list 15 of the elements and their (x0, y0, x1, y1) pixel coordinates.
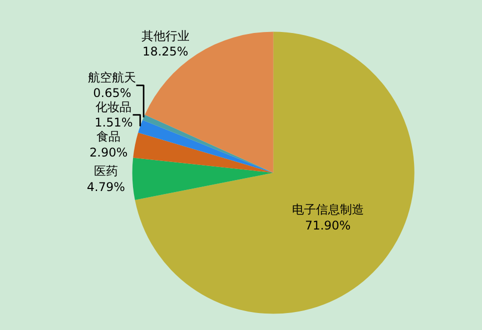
data-label: 0.65% (93, 86, 132, 100)
pie-slice (133, 132, 274, 173)
slice-label: 医药 (94, 164, 118, 178)
slice-label: 食品 (96, 130, 121, 144)
pie-slice (134, 32, 414, 314)
data-label: 1.51% (94, 116, 133, 130)
pie-slice (132, 158, 274, 200)
slice-label: 电子信息制造 (292, 202, 364, 217)
slice-label: 航空航天 (88, 70, 136, 85)
slice-label: 化妆品 (96, 100, 132, 114)
data-label: 71.90% (304, 218, 351, 232)
data-label: 2.90% (90, 145, 128, 160)
data-label: 4.79% (86, 180, 126, 194)
data-label: 18.25% (142, 44, 188, 59)
slice-label: 其他行业 (141, 29, 190, 44)
